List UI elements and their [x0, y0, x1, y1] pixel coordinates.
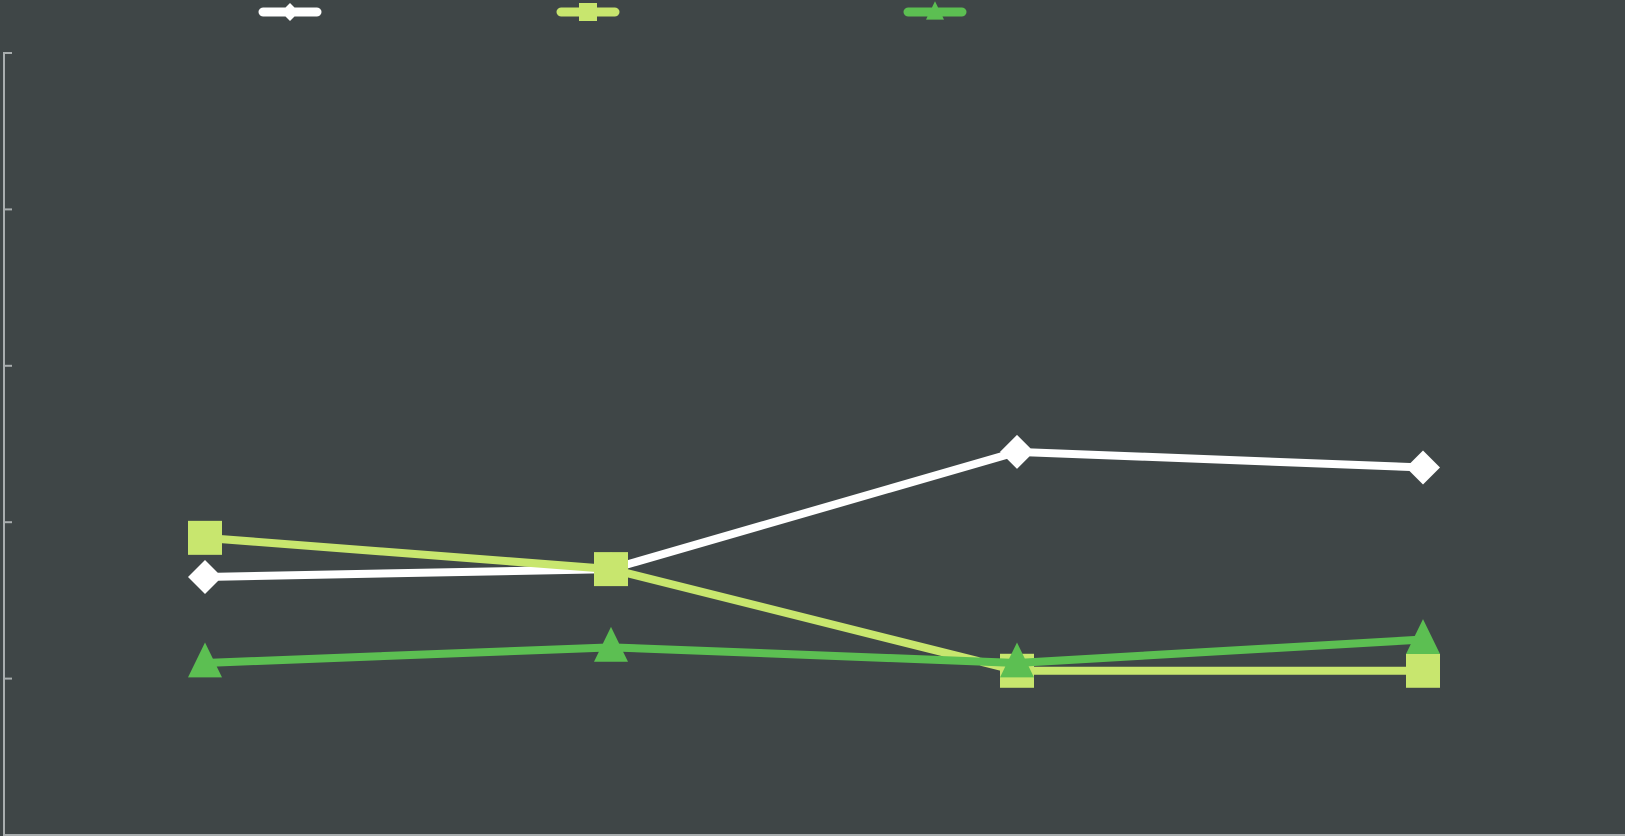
axes	[3, 52, 1625, 836]
series-2-point	[594, 552, 628, 587]
plot-area	[188, 434, 1440, 688]
series-2-line	[201, 533, 1427, 675]
series-3-point	[188, 642, 222, 678]
legend	[258, 1, 967, 21]
y-axis-line	[3, 52, 1625, 836]
series-3-line	[201, 635, 1427, 667]
series-1-point	[1406, 450, 1440, 485]
series-3	[188, 619, 1440, 678]
series-1	[188, 434, 1440, 594]
series-3-point	[594, 626, 628, 662]
series-1-point	[1000, 434, 1034, 469]
legend-entry-3	[903, 1, 967, 20]
series-2-point	[1406, 653, 1440, 688]
series-2-point	[188, 520, 222, 555]
legend-entry-2	[556, 3, 620, 21]
series-1-point	[188, 559, 222, 594]
series-3-point	[1000, 642, 1034, 678]
legend-entry-1	[258, 3, 322, 21]
series-1-line	[201, 447, 1427, 581]
legend-marker-3	[926, 1, 944, 20]
legend-marker-1	[281, 3, 299, 21]
legend-marker-2	[579, 3, 597, 21]
series-3-point	[1406, 619, 1440, 654]
series-2	[188, 520, 1440, 688]
